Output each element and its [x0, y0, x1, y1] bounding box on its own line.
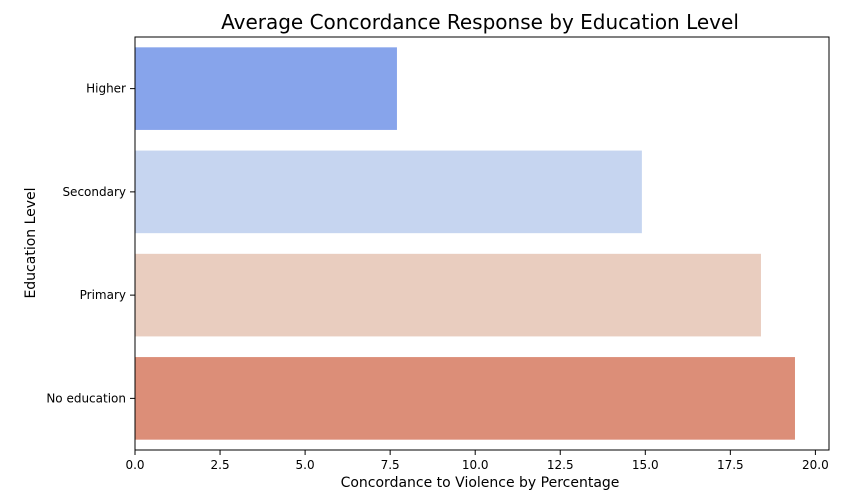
- x-axis-ticks: 0.0 2.5 5.0 7.5 10.0 12.5 15.0 17.5 20.0: [125, 450, 829, 472]
- x-tick-label: 0.0: [125, 458, 144, 472]
- x-tick-label: 20.0: [802, 458, 829, 472]
- x-tick-label: 15.0: [632, 458, 659, 472]
- x-tick-label: 17.5: [717, 458, 744, 472]
- x-tick-label: 10.0: [462, 458, 489, 472]
- x-axis-label: Concordance to Violence by Percentage: [341, 475, 620, 491]
- y-axis-ticks: Higher Secondary Primary No education: [46, 82, 135, 405]
- x-tick-label: 12.5: [547, 458, 574, 472]
- x-tick-label: 5.0: [296, 458, 315, 472]
- chart-title: Average Concordance Response by Educatio…: [221, 10, 739, 34]
- y-axis-label: Education Level: [23, 187, 39, 298]
- plot-frame: [134, 36, 830, 451]
- y-tick-label: Secondary: [62, 185, 126, 199]
- bar-no-education: [135, 357, 795, 440]
- y-tick-label: Higher: [86, 82, 126, 96]
- bar-secondary: [135, 150, 642, 234]
- bar-higher: [135, 47, 397, 130]
- y-tick-label: No education: [46, 391, 126, 405]
- y-tick-label: Primary: [80, 288, 126, 302]
- bar-primary: [135, 253, 761, 337]
- x-tick-label: 2.5: [211, 458, 230, 472]
- x-tick-label: 7.5: [381, 458, 400, 472]
- bars-group: [135, 47, 795, 440]
